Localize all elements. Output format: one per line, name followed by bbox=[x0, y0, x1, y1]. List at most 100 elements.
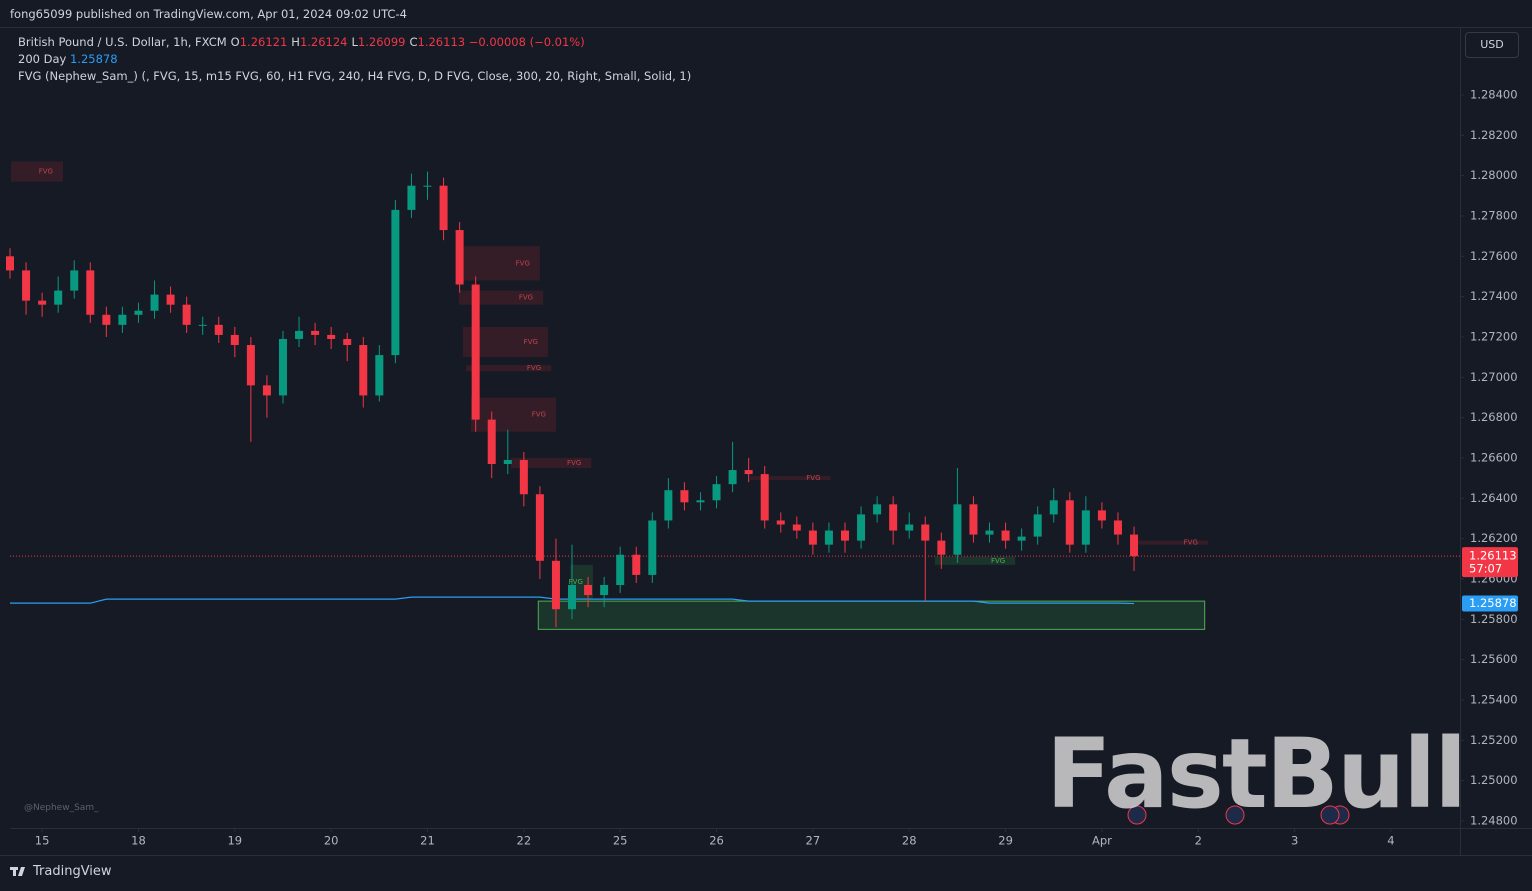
candle-body bbox=[648, 520, 657, 575]
change: −0.00008 (−0.01%) bbox=[468, 35, 585, 49]
ohlc-value: 1.26124 bbox=[299, 35, 348, 49]
currency-button[interactable]: USD bbox=[1465, 32, 1519, 58]
y-tick-label: 1.26600 bbox=[1470, 450, 1518, 464]
fvg-label: FVG bbox=[569, 578, 583, 586]
fvg-zone bbox=[10, 161, 63, 182]
legend-row: 200 Day 1.25878 bbox=[18, 51, 691, 68]
candle-body bbox=[535, 494, 544, 561]
x-tick-label: 20 bbox=[324, 834, 339, 848]
fvg-label: FVG bbox=[527, 364, 541, 372]
candle-body bbox=[1130, 534, 1139, 557]
y-tick-label: 1.28200 bbox=[1470, 128, 1518, 142]
ohlc-key: O bbox=[230, 35, 240, 49]
candle-body bbox=[230, 334, 239, 346]
candle-body bbox=[551, 560, 560, 610]
candle-body bbox=[471, 284, 480, 420]
y-tick-label: 1.27600 bbox=[1470, 249, 1518, 263]
fvg-label: FVG bbox=[524, 338, 538, 346]
fvg-label: FVG bbox=[519, 294, 533, 302]
candle-body bbox=[873, 504, 882, 515]
candle-body bbox=[519, 459, 528, 495]
fvg-zone bbox=[458, 290, 544, 305]
fvg-zone bbox=[466, 365, 552, 372]
candle-body bbox=[343, 338, 352, 346]
candle-body bbox=[311, 330, 320, 335]
y-tick-label: 1.27000 bbox=[1470, 370, 1518, 384]
x-tick-label: 15 bbox=[35, 834, 50, 848]
x-tick-label: 22 bbox=[517, 834, 532, 848]
x-tick-label: 2 bbox=[1195, 834, 1202, 848]
fvg-zone bbox=[510, 457, 592, 469]
candle-body bbox=[584, 584, 593, 596]
candle-body bbox=[1097, 510, 1106, 521]
candle-body bbox=[969, 504, 978, 535]
y-tick-label: 1.28000 bbox=[1470, 168, 1518, 182]
candle-body bbox=[760, 474, 769, 521]
countdown: 57:07 bbox=[1469, 562, 1502, 576]
candle-body bbox=[407, 185, 416, 210]
logo-part bbox=[18, 867, 25, 876]
x-tick-label: 29 bbox=[998, 834, 1013, 848]
candle-body bbox=[696, 500, 705, 503]
candle-body bbox=[776, 520, 785, 525]
candle-body bbox=[1017, 536, 1026, 541]
candle-body bbox=[985, 530, 994, 535]
price-tag bbox=[1462, 547, 1518, 578]
candle-body bbox=[102, 314, 111, 325]
plot-area bbox=[10, 28, 1460, 828]
candle-body bbox=[1113, 520, 1122, 535]
y-tick-label: 1.24800 bbox=[1470, 813, 1518, 827]
candle-body bbox=[38, 300, 47, 305]
candle-body bbox=[1065, 500, 1074, 545]
candle-body bbox=[632, 554, 641, 575]
candle-body bbox=[857, 514, 866, 541]
publish-info: fong65099 published on TradingView.com, … bbox=[10, 7, 407, 21]
y-tick-label: 1.26400 bbox=[1470, 491, 1518, 505]
candle-body bbox=[680, 490, 689, 503]
y-tick-label: 1.25200 bbox=[1470, 733, 1518, 747]
y-tick-label: 1.26200 bbox=[1470, 531, 1518, 545]
candle-body bbox=[198, 324, 207, 326]
x-tick-label: 18 bbox=[131, 834, 146, 848]
candle-body bbox=[262, 385, 271, 396]
y-tick-label: 1.25800 bbox=[1470, 612, 1518, 626]
candle-body bbox=[600, 584, 609, 596]
fvg-zone bbox=[934, 556, 1016, 565]
ma-name: 200 Day bbox=[18, 52, 67, 66]
legend: British Pound / U.S. Dollar, 1h, FXCM O1.… bbox=[18, 34, 691, 85]
ma-tag bbox=[1462, 595, 1518, 612]
candle-body bbox=[1049, 500, 1058, 515]
x-tick-label: 28 bbox=[902, 834, 917, 848]
legend-row: FVG (Nephew_Sam_) (, FVG, 15, m15 FVG, 6… bbox=[18, 69, 692, 83]
candle-body bbox=[616, 554, 625, 585]
candle-body bbox=[1001, 530, 1010, 541]
fvg-zone bbox=[1130, 540, 1208, 545]
candle-body bbox=[359, 345, 368, 396]
y-tick-label: 1.25600 bbox=[1470, 652, 1518, 666]
candle-body bbox=[391, 209, 400, 356]
candle-body bbox=[503, 459, 512, 464]
logo-part bbox=[13, 867, 16, 876]
candle-body bbox=[953, 504, 962, 555]
y-tick-label: 1.28400 bbox=[1470, 87, 1518, 101]
candle-body bbox=[728, 470, 737, 485]
candle-body bbox=[568, 584, 577, 610]
candle-body bbox=[808, 530, 817, 545]
ohlc-values: O1.26121 H1.26124 L1.26099 C1.26113 bbox=[227, 35, 465, 49]
ma-value: 1.25878 bbox=[69, 52, 118, 66]
candle-body bbox=[22, 270, 31, 301]
flag-icon[interactable] bbox=[1320, 805, 1340, 825]
y-tick-label: 1.25400 bbox=[1470, 692, 1518, 706]
flag-icon[interactable] bbox=[1127, 805, 1147, 825]
fvg-zone bbox=[470, 397, 556, 432]
x-tick-label: 25 bbox=[613, 834, 628, 848]
candle-body bbox=[54, 290, 63, 305]
footer-brand: TradingView bbox=[33, 864, 112, 879]
flag-icon[interactable] bbox=[1225, 805, 1245, 825]
x-tick-label: 19 bbox=[227, 834, 242, 848]
legend-row: British Pound / U.S. Dollar, 1h, FXCM O1.… bbox=[18, 34, 691, 51]
fvg-label: FVG bbox=[567, 459, 581, 467]
x-tick-label: 3 bbox=[1291, 834, 1298, 848]
symbol-title: British Pound / U.S. Dollar, 1h, FXCM bbox=[18, 35, 227, 49]
candle-body bbox=[6, 256, 14, 271]
